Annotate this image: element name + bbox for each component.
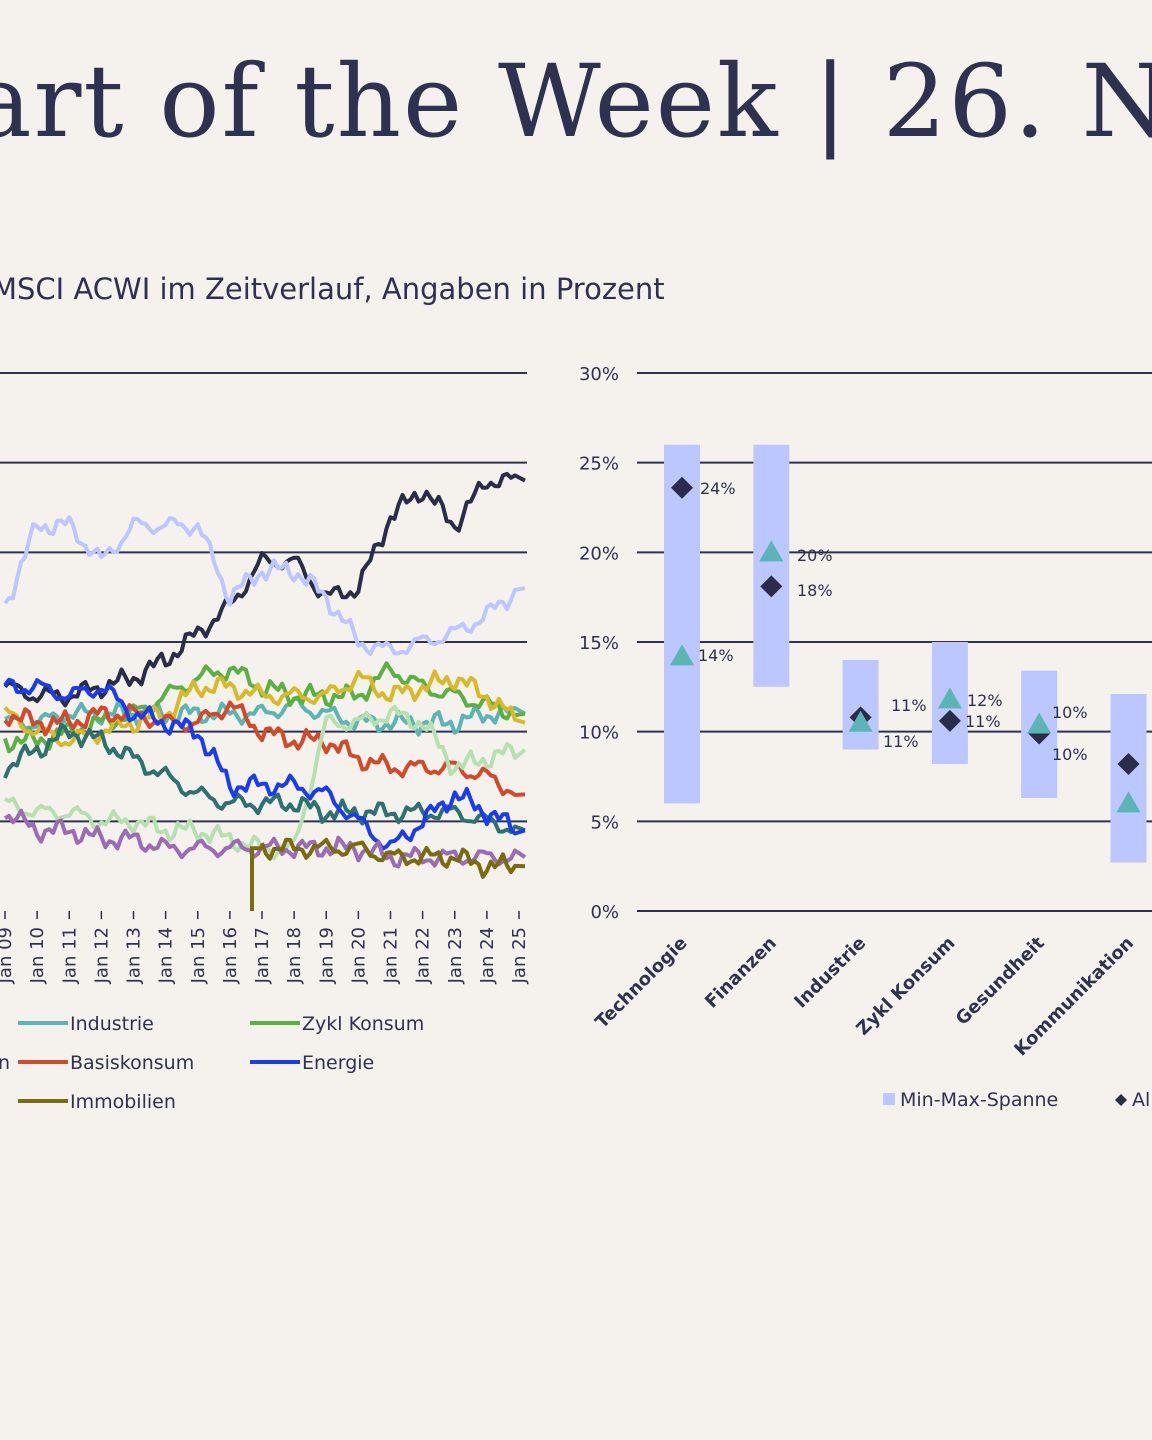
legend-label: Al [1132, 1089, 1150, 1111]
series-line [3, 700, 526, 797]
data-label: 20% [797, 546, 833, 565]
legend-label: Industrie [70, 1013, 154, 1035]
diamond-marker [1117, 752, 1140, 775]
x-tick-label: Jan 14 [156, 927, 177, 984]
triangle-marker [1027, 712, 1052, 734]
category-label: Gesundheit [952, 932, 1049, 1029]
x-tick-label: Jan 25 [509, 927, 530, 984]
range-chart-grid: 0% 5% 10% 15% 20% 25% 30% [579, 364, 1152, 923]
category-label: Technologie [591, 933, 691, 1033]
triangle-marker [670, 644, 694, 666]
page-title: art of the Week | 26. N [0, 43, 1152, 160]
x-tick-label: Jan 18 [284, 927, 305, 984]
data-label: 10% [1052, 703, 1088, 722]
range-bar [753, 444, 790, 687]
x-tick-label: Jan 12 [91, 927, 112, 984]
y-tick-label: 25% [579, 454, 619, 475]
legend-swatch [1115, 1094, 1127, 1106]
y-tick-label: 30% [579, 364, 619, 385]
x-tick-label: Jan 19 [316, 927, 337, 984]
legend-swatch [883, 1093, 895, 1105]
y-tick-label: 20% [579, 543, 619, 564]
data-label: 14% [698, 646, 734, 665]
data-label: 18% [797, 581, 833, 600]
series-line [3, 661, 526, 754]
x-tick-label: Jan 17 [252, 927, 273, 984]
series-line [3, 515, 526, 657]
series-line [260, 837, 526, 879]
data-label: 11% [883, 732, 919, 751]
range-bar [842, 659, 879, 750]
data-label: 10% [1052, 745, 1088, 764]
legend-label: Zykl Konsum [302, 1013, 424, 1035]
line-chart-series [3, 471, 527, 911]
x-tick-label: Jan 09 [0, 927, 16, 984]
category-label: Industrie [790, 933, 870, 1013]
x-tick-label: Jan 23 [445, 927, 466, 984]
x-tick-label: Jan 24 [477, 927, 498, 984]
triangle-marker [848, 710, 873, 732]
x-tick-label: Jan 15 [188, 927, 209, 984]
series-line [3, 677, 526, 851]
data-label: 24% [700, 479, 736, 498]
y-tick-label: 10% [579, 723, 619, 744]
y-tick-label: 15% [579, 633, 619, 654]
chart-subtitle: MSCI ACWI im Zeitverlauf, Angaben in Pro… [0, 272, 665, 306]
legend-label: Min-Max-Spanne [900, 1089, 1058, 1111]
data-label: 12% [967, 691, 1003, 710]
y-tick-label: 0% [590, 902, 619, 923]
series-line [3, 471, 526, 708]
x-tick-label: Jan 11 [59, 927, 80, 984]
legend-label: Basiskonsum [70, 1052, 194, 1074]
range-bar [664, 444, 700, 804]
x-tick-label: Jan 21 [381, 927, 402, 984]
data-label: 11% [891, 696, 927, 715]
x-tick-label: Jan 10 [27, 927, 48, 984]
diamond-marker [760, 575, 783, 598]
series-line-start [250, 846, 262, 911]
x-tick-label: Jan 16 [220, 927, 241, 984]
legend-label-clipped: n [0, 1052, 10, 1074]
triangle-marker [759, 540, 784, 562]
series-line [3, 808, 527, 869]
diamond-marker [671, 476, 693, 499]
range-bar [1110, 694, 1147, 863]
range-chart-legend: Min-Max-Spanne Al [883, 1089, 1150, 1111]
x-tick-label: Jan 22 [413, 927, 434, 984]
line-chart-grid [0, 372, 527, 823]
y-tick-label: 5% [590, 812, 619, 833]
series-line [3, 723, 526, 834]
legend-label: Immobilien [70, 1091, 176, 1113]
range-chart-marks: 24% 14% 20% 18% 11% 11% 12% 11% 10% 10% [664, 444, 1147, 863]
category-label: Finanzen [701, 933, 781, 1013]
legend-label: Energie [302, 1052, 374, 1074]
triangle-marker [937, 687, 962, 709]
x-tick-label: Jan 13 [124, 927, 145, 984]
x-tick-label: Jan 20 [348, 927, 369, 984]
triangle-marker [1116, 791, 1141, 813]
line-chart-x-axis: Jan 09 Jan 10 Jan 11 Jan 12 Jan 13 Jan 14 Jan … [0, 911, 530, 984]
line-chart-legend: Industrie Zykl Konsum Basiskonsum Energie Im… [0, 1013, 424, 1113]
diamond-marker [938, 709, 961, 732]
data-label: 11% [965, 712, 1001, 731]
